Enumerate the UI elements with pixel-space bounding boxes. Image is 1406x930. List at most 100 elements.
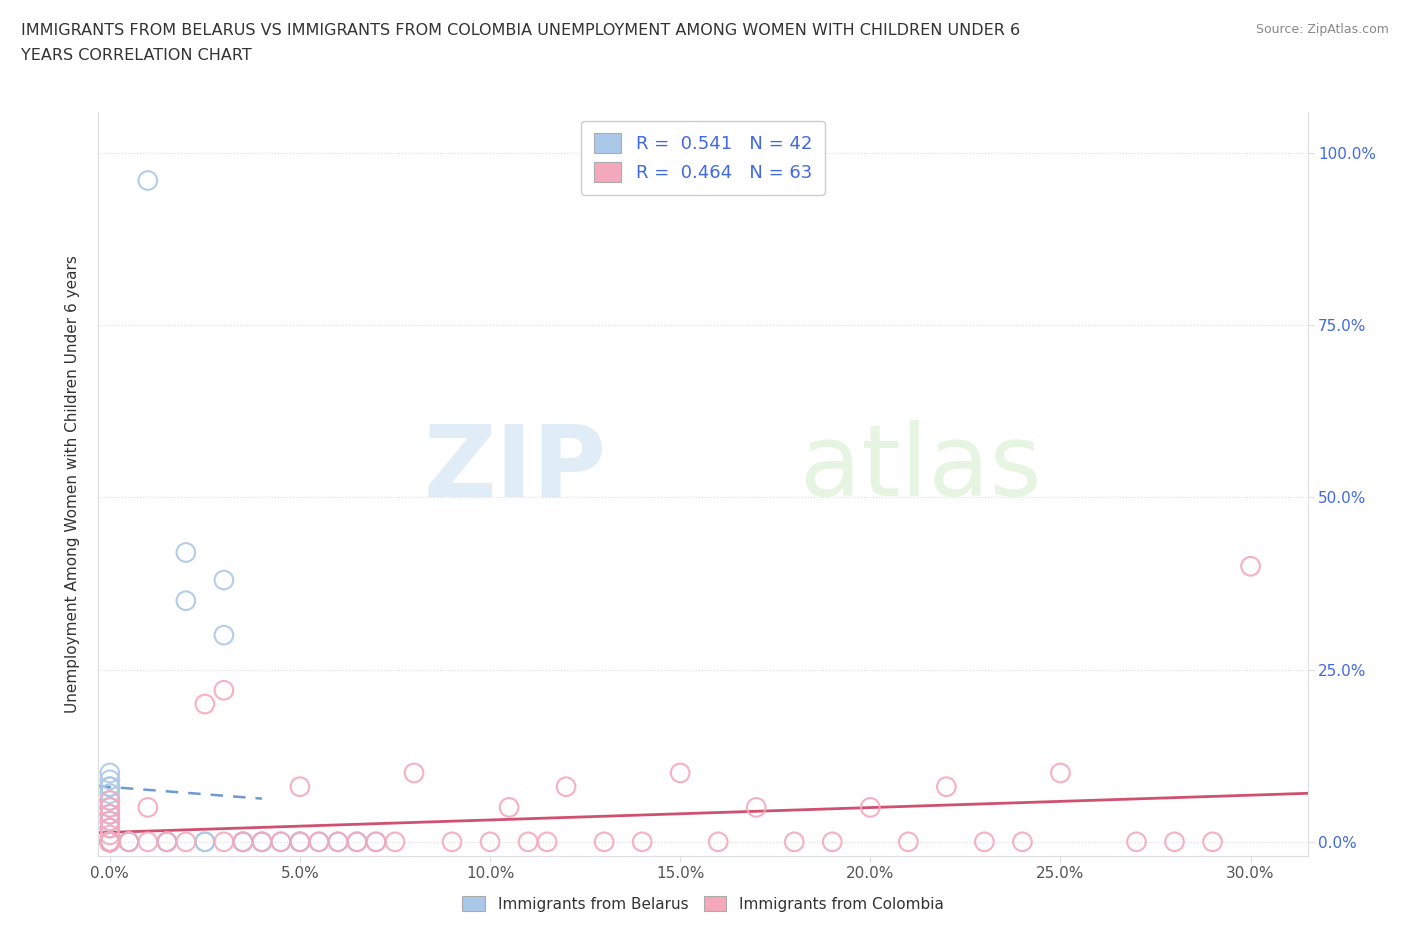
Point: [1163, 834, 1185, 849]
Point: [156, 834, 179, 849]
Point: [98, 834, 121, 849]
Point: [402, 765, 425, 780]
Point: [1049, 765, 1071, 780]
Point: [935, 779, 957, 794]
Point: [118, 834, 141, 849]
Point: [98, 834, 121, 849]
Point: [98, 800, 121, 815]
Point: [859, 800, 882, 815]
Point: [1239, 559, 1261, 574]
Point: [98, 834, 121, 849]
Point: [384, 834, 406, 849]
Point: [136, 173, 159, 188]
Point: [346, 834, 368, 849]
Point: [973, 834, 995, 849]
Point: [98, 834, 121, 849]
Point: [270, 834, 292, 849]
Point: [631, 834, 654, 849]
Point: [98, 834, 121, 849]
Point: [98, 820, 121, 835]
Point: [98, 834, 121, 849]
Point: [118, 834, 141, 849]
Point: [98, 834, 121, 849]
Point: [174, 593, 197, 608]
Point: [156, 834, 179, 849]
Point: [98, 793, 121, 808]
Point: [555, 779, 578, 794]
Text: atlas: atlas: [800, 420, 1042, 517]
Legend: Immigrants from Belarus, Immigrants from Colombia: Immigrants from Belarus, Immigrants from…: [457, 889, 949, 918]
Point: [194, 697, 217, 711]
Text: IMMIGRANTS FROM BELARUS VS IMMIGRANTS FROM COLOMBIA UNEMPLOYMENT AMONG WOMEN WIT: IMMIGRANTS FROM BELARUS VS IMMIGRANTS FR…: [21, 23, 1021, 38]
Point: [745, 800, 768, 815]
Point: [364, 834, 387, 849]
Point: [174, 545, 197, 560]
Point: [156, 834, 179, 849]
Point: [212, 628, 235, 643]
Point: [98, 834, 121, 849]
Point: [707, 834, 730, 849]
Point: [98, 807, 121, 822]
Point: [669, 765, 692, 780]
Text: YEARS CORRELATION CHART: YEARS CORRELATION CHART: [21, 48, 252, 63]
Point: [98, 786, 121, 801]
Point: [98, 834, 121, 849]
Point: [98, 834, 121, 849]
Point: [98, 779, 121, 794]
Point: [232, 834, 254, 849]
Point: [194, 834, 217, 849]
Text: ZIP: ZIP: [423, 420, 606, 517]
Point: [98, 773, 121, 788]
Point: [593, 834, 616, 849]
Point: [326, 834, 349, 849]
Point: [1125, 834, 1147, 849]
Point: [98, 834, 121, 849]
Point: [98, 807, 121, 822]
Legend: R =  0.541   N = 42, R =  0.464   N = 63: R = 0.541 N = 42, R = 0.464 N = 63: [582, 121, 824, 194]
Point: [308, 834, 330, 849]
Point: [479, 834, 502, 849]
Point: [98, 834, 121, 849]
Point: [250, 834, 273, 849]
Point: [364, 834, 387, 849]
Point: [232, 834, 254, 849]
Point: [288, 834, 311, 849]
Point: [288, 779, 311, 794]
Point: [346, 834, 368, 849]
Point: [250, 834, 273, 849]
Point: [1011, 834, 1033, 849]
Point: [250, 834, 273, 849]
Point: [98, 828, 121, 843]
Point: [98, 793, 121, 808]
Point: [98, 834, 121, 849]
Point: [98, 834, 121, 849]
Point: [98, 814, 121, 829]
Point: [270, 834, 292, 849]
Point: [308, 834, 330, 849]
Point: [98, 765, 121, 780]
Point: [98, 814, 121, 829]
Point: [98, 834, 121, 849]
Point: [1201, 834, 1223, 849]
Point: [98, 834, 121, 849]
Point: [98, 800, 121, 815]
Text: Source: ZipAtlas.com: Source: ZipAtlas.com: [1256, 23, 1389, 36]
Point: [98, 834, 121, 849]
Point: [174, 834, 197, 849]
Point: [118, 834, 141, 849]
Point: [232, 834, 254, 849]
Y-axis label: Unemployment Among Women with Children Under 6 years: Unemployment Among Women with Children U…: [65, 255, 80, 712]
Point: [98, 834, 121, 849]
Point: [821, 834, 844, 849]
Point: [136, 800, 159, 815]
Point: [897, 834, 920, 849]
Point: [212, 573, 235, 588]
Point: [212, 834, 235, 849]
Point: [288, 834, 311, 849]
Point: [98, 834, 121, 849]
Point: [98, 834, 121, 849]
Point: [783, 834, 806, 849]
Point: [536, 834, 558, 849]
Point: [441, 834, 464, 849]
Point: [98, 834, 121, 849]
